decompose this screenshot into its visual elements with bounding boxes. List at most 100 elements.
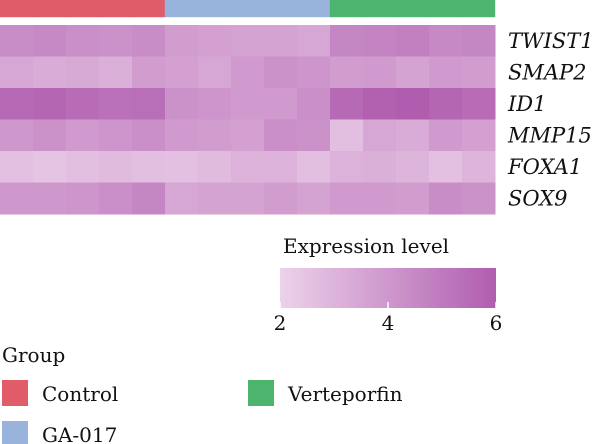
legend-swatch-control — [2, 380, 28, 406]
heatmap-cell-twist1-5 — [132, 25, 166, 57]
heatmap-cell-twist1-14 — [429, 25, 463, 57]
gene-label-mmp15: MMP15 — [507, 123, 592, 147]
heatmap-cell-smap2-12 — [363, 56, 397, 89]
heatmap-cell-sox9-8 — [231, 182, 265, 215]
heatmap-cell-id1-4 — [99, 88, 133, 120]
legend-label-verteporfin: Verteporfin — [287, 382, 403, 406]
heatmap-cell-sox9-9 — [264, 182, 298, 215]
gene-label-id1: ID1 — [507, 92, 547, 116]
heatmap-cell-smap2-2 — [33, 56, 67, 89]
heatmap-cell-smap2-4 — [99, 56, 133, 89]
colorbar-tick-label-4: 4 — [382, 311, 395, 335]
legend-swatch-verteporfin — [248, 380, 274, 406]
heatmap-cell-twist1-4 — [99, 25, 133, 57]
heatmap-cell-foxa1-4 — [99, 151, 133, 183]
expression-colorbar: Expression level 2 4 6 — [274, 234, 503, 335]
heatmap-cell-mmp15-3 — [66, 119, 100, 152]
heatmap-cell-sox9-10 — [297, 182, 331, 215]
group-bar-cell-verteporfin — [428, 0, 463, 18]
group-bar-cell-control — [32, 0, 67, 18]
heatmap-cell-foxa1-8 — [231, 151, 265, 183]
heatmap-cells — [0, 25, 496, 215]
gene-labels: TWIST1 SMAP2 ID1 MMP15 FOXA1 SOX9 — [507, 29, 594, 211]
heatmap-cell-sox9-1 — [0, 182, 34, 215]
gene-label-sox9: SOX9 — [508, 186, 568, 210]
heatmap-cell-foxa1-13 — [396, 151, 430, 183]
heatmap-cell-twist1-12 — [363, 25, 397, 57]
heatmap-cell-foxa1-5 — [132, 151, 166, 183]
heatmap-cell-sox9-6 — [165, 182, 199, 215]
heatmap-cell-foxa1-10 — [297, 151, 331, 183]
heatmap-cell-mmp15-6 — [165, 119, 199, 152]
colorbar-gradient-bar — [280, 268, 496, 308]
heatmap-cell-mmp15-1 — [0, 119, 34, 152]
heatmap-cell-sox9-11 — [330, 182, 364, 215]
heatmap-cell-mmp15-5 — [132, 119, 166, 152]
heatmap-cell-twist1-7 — [198, 25, 232, 57]
legend-label-control: Control — [42, 382, 118, 406]
heatmap-cell-twist1-15 — [462, 25, 496, 57]
heatmap-cell-twist1-8 — [231, 25, 265, 57]
group-bar-cell-ga-017 — [197, 0, 232, 18]
heatmap-cell-twist1-1 — [0, 25, 34, 57]
heatmap-cell-foxa1-6 — [165, 151, 199, 183]
group-bar-cell-verteporfin — [395, 0, 430, 18]
group-bar-cell-ga-017 — [263, 0, 298, 18]
heatmap-cell-mmp15-14 — [429, 119, 463, 152]
group-legend-title: Group — [2, 343, 65, 367]
heatmap-cell-mmp15-12 — [363, 119, 397, 152]
heatmap-cell-foxa1-1 — [0, 151, 34, 183]
heatmap-cell-smap2-9 — [264, 56, 298, 89]
legend-swatch-ga-017 — [2, 421, 28, 444]
heatmap-cell-twist1-3 — [66, 25, 100, 57]
heatmap-cell-mmp15-8 — [231, 119, 265, 152]
group-bar-cell-ga-017 — [164, 0, 199, 18]
legend-label-ga-017: GA-017 — [42, 423, 117, 444]
heatmap-cell-id1-1 — [0, 88, 34, 120]
heatmap-cell-twist1-6 — [165, 25, 199, 57]
heatmap-cell-smap2-7 — [198, 56, 232, 89]
group-bar-cell-ga-017 — [230, 0, 265, 18]
heatmap-cell-mmp15-11 — [330, 119, 364, 152]
heatmap-cell-smap2-10 — [297, 56, 331, 89]
heatmap-cell-foxa1-12 — [363, 151, 397, 183]
heatmap-cell-id1-3 — [66, 88, 100, 120]
heatmap-cell-smap2-13 — [396, 56, 430, 89]
heatmap-cell-id1-12 — [363, 88, 397, 120]
heatmap-cell-smap2-1 — [0, 56, 34, 89]
heatmap-cell-id1-15 — [462, 88, 496, 120]
group-bar-cell-control — [98, 0, 133, 18]
heatmap-cell-id1-9 — [264, 88, 298, 120]
group-bar-cell-verteporfin — [461, 0, 496, 18]
colorbar-tick-label-6: 6 — [490, 311, 503, 335]
heatmap-cell-foxa1-3 — [66, 151, 100, 183]
heatmap-cell-id1-5 — [132, 88, 166, 120]
colorbar-tick-label-2: 2 — [274, 311, 287, 335]
group-annotation-bar — [0, 0, 496, 18]
gene-label-twist1: TWIST1 — [508, 29, 594, 53]
heatmap-cell-sox9-4 — [99, 182, 133, 215]
heatmap-cell-mmp15-9 — [264, 119, 298, 152]
heatmap-cell-id1-7 — [198, 88, 232, 120]
heatmap-cell-twist1-9 — [264, 25, 298, 57]
heatmap-cell-smap2-15 — [462, 56, 496, 89]
heatmap-cell-sox9-12 — [363, 182, 397, 215]
heatmap-cell-id1-11 — [330, 88, 364, 120]
heatmap-cell-foxa1-11 — [330, 151, 364, 183]
heatmap-cell-id1-13 — [396, 88, 430, 120]
group-bar-cell-control — [0, 0, 34, 18]
heatmap-cell-foxa1-7 — [198, 151, 232, 183]
colorbar-title: Expression level — [283, 234, 449, 258]
heatmap-cell-sox9-14 — [429, 182, 463, 215]
heatmap-cell-sox9-7 — [198, 182, 232, 215]
heatmap-cell-mmp15-7 — [198, 119, 232, 152]
heatmap-cell-sox9-2 — [33, 182, 67, 215]
heatmap-cell-sox9-15 — [462, 182, 496, 215]
heatmap-cell-mmp15-13 — [396, 119, 430, 152]
heatmap-cell-foxa1-15 — [462, 151, 496, 183]
heatmap-cell-smap2-14 — [429, 56, 463, 89]
heatmap-cell-mmp15-4 — [99, 119, 133, 152]
group-bar-cell-verteporfin — [329, 0, 364, 18]
heatmap-cell-id1-8 — [231, 88, 265, 120]
group-bar-cell-verteporfin — [362, 0, 397, 18]
